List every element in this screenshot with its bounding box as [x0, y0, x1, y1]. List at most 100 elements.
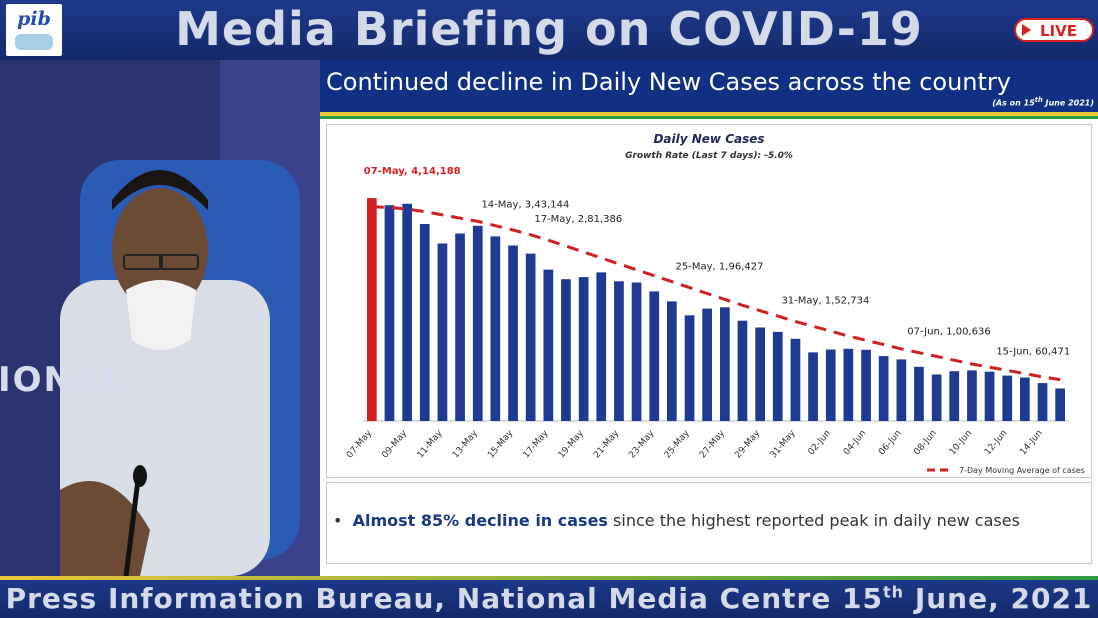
tick-19-May: 19-May [557, 428, 587, 460]
slide-header: Continued decline in Daily New Cases acr… [320, 60, 1098, 112]
legend-label: 7-Day Moving Average of cases [959, 466, 1085, 475]
data-label-07-Jun: 07-Jun, 1,00,636 [907, 327, 990, 338]
data-label-15-Jun: 15-Jun, 60,471 [996, 347, 1070, 358]
bar-29-May [755, 327, 765, 421]
bar-26-May [702, 308, 712, 421]
tick-15-May: 15-May [486, 428, 516, 460]
bar-28-May [737, 320, 748, 421]
live-badge[interactable]: LIVE [1014, 18, 1094, 42]
tick-07-May: 07-May [345, 428, 375, 460]
data-label-25-May: 25-May, 1,96,427 [676, 262, 764, 273]
bar-07-May [367, 198, 377, 421]
bar-12-Jun [1002, 375, 1013, 421]
speaker-illustration [0, 60, 320, 576]
daily-cases-chart: Daily New Cases Growth Rate (Last 7 days)… [345, 132, 1085, 475]
tick-12-Jun: 12-Jun [983, 429, 1009, 458]
as-on-prefix: (As on 15 [992, 98, 1035, 108]
bar-14-Jun [1037, 383, 1048, 421]
bar-13-May [472, 225, 483, 421]
footer-sup: th [883, 582, 905, 602]
data-label-07-May: 07-May, 4,14,188 [364, 166, 461, 177]
bar-02-Jun [825, 349, 836, 421]
bar-22-May [631, 282, 642, 421]
footer-text: Press Information Bureau, National Media… [0, 582, 1098, 615]
bar-08-May [384, 205, 395, 421]
tick-17-May: 17-May [522, 428, 552, 460]
bar-12-May [455, 233, 465, 421]
bullet-point: • Almost 85% decline in cases since the … [333, 511, 1020, 530]
chart-subtitle: Growth Rate (Last 7 days): -5.0% [625, 151, 793, 161]
bar-10-May [419, 224, 430, 421]
bar-09-May [402, 203, 412, 421]
footer-prefix: Press Information Bureau, National Media… [5, 582, 884, 615]
bar-05-Jun [878, 356, 889, 421]
speaker-hair [112, 170, 208, 210]
bar-04-Jun [861, 349, 871, 421]
glasses-icon [123, 254, 163, 270]
pib-logo: pib [6, 4, 62, 56]
bar-06-Jun [896, 359, 907, 421]
divider-green [320, 116, 1098, 119]
bar-23-May [649, 291, 660, 421]
bar-11-Jun [984, 371, 995, 421]
bullet-box: • Almost 85% decline in cases since the … [326, 482, 1092, 564]
bar-17-May [543, 269, 554, 421]
bottom-bar: Press Information Bureau, National Media… [0, 576, 1098, 618]
bar-18-May [561, 279, 571, 421]
tick-09-May: 09-May [380, 428, 410, 460]
live-label: LIVE [1040, 22, 1077, 40]
bar-14-May [490, 236, 501, 421]
tick-02-Jun: 02-Jun [807, 429, 833, 458]
microphone [123, 479, 141, 576]
top-bar: pib Media Briefing on COVID-19 LIVE [0, 0, 1098, 60]
as-on-sup: th [1034, 96, 1043, 104]
bar-01-Jun [808, 352, 818, 421]
chart-frame: Daily New Cases Growth Rate (Last 7 days)… [326, 124, 1092, 478]
slide-title: Continued decline in Daily New Cases acr… [326, 68, 1011, 96]
tick-04-Jun: 04-Jun [842, 429, 868, 458]
tick-08-Jun: 08-Jun [912, 429, 938, 458]
mask-shape [126, 280, 196, 350]
bar-10-Jun [967, 370, 977, 421]
bar-09-Jun [949, 371, 960, 421]
tick-27-May: 27-May [698, 428, 728, 460]
video-feed: IONAL [0, 60, 320, 576]
bar-15-Jun [1055, 388, 1065, 421]
bar-08-Jun [931, 374, 942, 421]
bar-11-May [437, 243, 448, 421]
bar-15-May [508, 245, 518, 421]
bar-19-May [578, 277, 589, 421]
bar-20-May [596, 272, 607, 421]
logo-text: pib [17, 8, 51, 30]
chart-title: Daily New Cases [653, 132, 764, 146]
bar-31-May [790, 338, 801, 421]
data-label-31-May: 31-May, 1,52,734 [781, 296, 869, 307]
bullet-rest: since the highest reported peak in daily… [607, 511, 1020, 530]
footer-stripe [0, 576, 1098, 580]
mask-icon [15, 34, 53, 50]
tick-14-Jun: 14-Jun [1018, 429, 1044, 458]
briefing-title: Media Briefing on COVID-19 [175, 2, 923, 56]
as-on-suffix: June 2021) [1042, 98, 1094, 108]
tick-06-Jun: 06-Jun [877, 429, 903, 458]
bar-27-May [720, 307, 730, 421]
speaker-face [112, 188, 208, 312]
backdrop-text: IONAL [0, 360, 126, 400]
bar-25-May [684, 315, 695, 421]
bar-07-Jun [914, 366, 924, 421]
data-label-14-May: 14-May, 3,43,144 [481, 200, 569, 211]
bar-13-Jun [1020, 377, 1030, 421]
tick-31-May: 31-May [769, 428, 799, 460]
bar-30-May [772, 331, 783, 421]
divider-gold [320, 112, 1098, 116]
tick-29-May: 29-May [733, 428, 763, 460]
bar-03-Jun [843, 348, 854, 421]
bar-24-May [667, 301, 677, 421]
tick-25-May: 25-May [663, 428, 693, 460]
tick-11-May: 11-May [416, 428, 446, 460]
bullet-bold: Almost 85% decline in cases [352, 511, 608, 530]
data-label-17-May: 17-May, 2,81,386 [534, 214, 622, 225]
bar-16-May [525, 253, 536, 421]
tick-10-Jun: 10-Jun [948, 429, 974, 458]
as-on-date: (As on 15th June 2021) [992, 96, 1094, 108]
